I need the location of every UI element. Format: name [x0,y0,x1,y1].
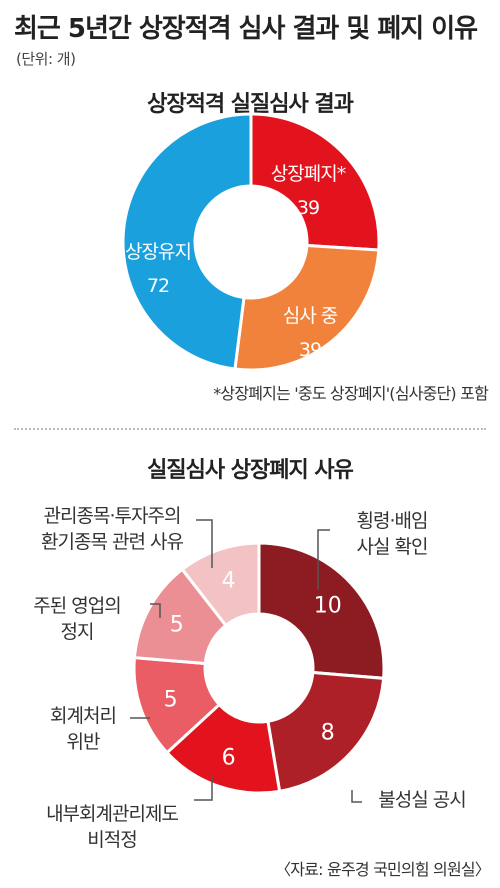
chart2-leader-line-2 [194,776,213,801]
chart2-slice-0 [257,541,386,680]
chart2-category-label-0-1: 사실 확인 [357,536,428,558]
chart1-slice-2 [121,112,253,371]
chart1-slice-label-0: 상장폐지* [271,163,346,185]
chart2-category-label-2-1: 비적정 [87,829,136,851]
unit-label: (단위: 개) [16,50,76,68]
chart1-slice-1 [233,243,381,372]
chart2-slice-1 [266,670,386,794]
chart2-slice-value-4: 5 [170,612,184,637]
chart2-leader-line-0 [317,529,330,590]
chart2-slice-value-0: 10 [314,594,342,619]
chart2-title: 실질심사 상장폐지 사유 [147,458,354,483]
chart1-slice-value-2: 72 [147,275,169,297]
chart2-category-label-1-0: 불성실 공시 [378,789,465,811]
chart1-note: *상장폐지는 '중도 상장폐지'(심사중단) 포함 [213,384,489,403]
chart2-slice-value-3: 5 [164,687,178,712]
chart2-slice-value-5: 4 [222,569,236,594]
chart2-slice-value-2: 6 [222,745,236,770]
chart2-category-label-5-0: 관리종목·투자주의 [44,505,181,527]
chart2-category-label-4-1: 정지 [61,621,94,643]
chart2-category-label-3-1: 위반 [67,731,100,753]
chart1-slice-label-1: 심사 중 [283,305,338,327]
chart2-slice-2 [164,702,282,795]
chart2-category-label-0-0: 횡령·배임 [357,510,428,532]
chart2-leader-line-5 [196,519,213,568]
chart1-slice-0 [249,112,381,252]
chart2-slice-5 [180,541,261,628]
chart2-category-label-2-0: 내부회계관리제도 [46,803,178,825]
section-divider [14,428,486,430]
chart2-leader-line-1 [351,790,362,803]
chart1-slice-label-2: 상장유지 [125,241,191,263]
chart2-category-label-4-0: 주된 영업의 [33,595,120,617]
page-title: 최근 5년간 상장적격 심사 결과 및 폐지 이유 [14,14,478,44]
chart1-slice-value-0: 39 [297,197,319,219]
chart2-leader-line-4 [150,603,161,618]
source-label: 〈자료: 윤주경 국민의힘 의원실〉 [275,860,491,879]
chart2-category-label-3-0: 회계처리 [50,705,116,727]
chart1-slice-value-1: 39 [299,339,321,361]
chart2-category-label-5-1: 환기종목 관련 사유 [41,531,183,553]
chart2-slice-value-1: 8 [321,720,335,745]
